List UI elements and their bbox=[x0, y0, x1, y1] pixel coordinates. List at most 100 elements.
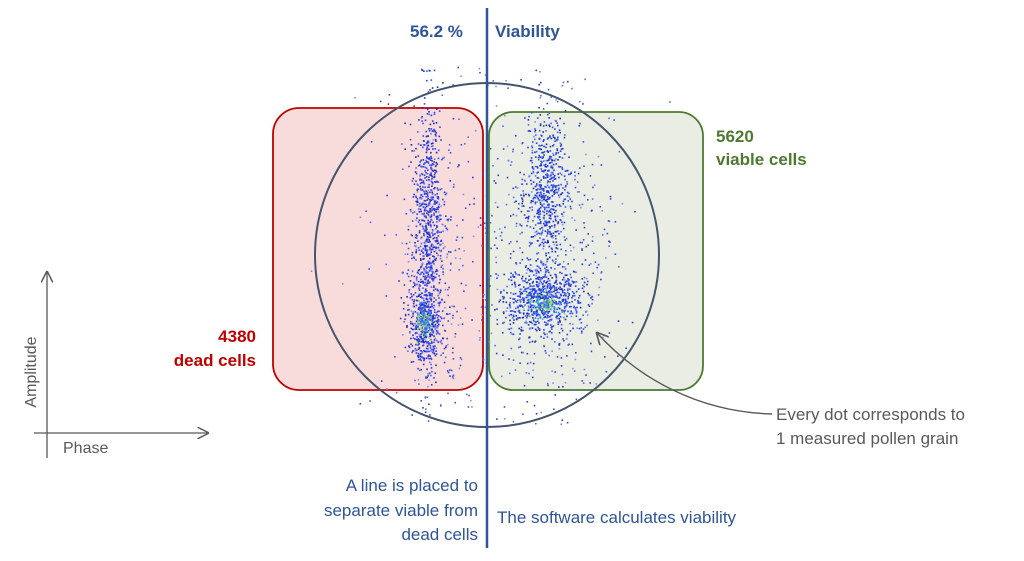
pollen-dot bbox=[548, 192, 550, 194]
dead-cells-gate[interactable] bbox=[272, 107, 484, 391]
pollen-dot bbox=[431, 277, 433, 280]
pollen-dot bbox=[562, 300, 564, 302]
pollen-dot bbox=[426, 396, 429, 399]
pollen-dot bbox=[503, 406, 506, 408]
pollen-dot bbox=[557, 222, 559, 225]
pollen-dot bbox=[512, 187, 515, 190]
pollen-dot bbox=[452, 347, 454, 349]
pollen-dot bbox=[523, 301, 525, 303]
pollen-dot bbox=[420, 278, 422, 281]
pollen-dot bbox=[545, 254, 547, 257]
pollen-dot bbox=[539, 156, 541, 158]
pollen-dot bbox=[548, 206, 550, 208]
pollen-dot bbox=[560, 323, 563, 326]
pollen-dot bbox=[424, 314, 427, 316]
pollen-dot bbox=[424, 397, 427, 399]
pollen-dot bbox=[553, 286, 556, 288]
pollen-dot bbox=[454, 333, 457, 335]
pollen-dot bbox=[428, 176, 430, 179]
pollen-dot bbox=[536, 329, 538, 332]
pollen-dot bbox=[544, 169, 547, 171]
pollen-dot bbox=[529, 361, 532, 364]
pollen-dot bbox=[421, 331, 424, 334]
pollen-dot bbox=[575, 229, 577, 231]
pollen-dot bbox=[480, 244, 483, 247]
pollen-dot bbox=[459, 317, 462, 319]
line-note-line1: A line is placed to bbox=[345, 476, 478, 495]
pollen-dot bbox=[530, 308, 533, 311]
pollen-dot bbox=[533, 352, 536, 355]
pollen-dot bbox=[546, 270, 548, 273]
pollen-dot bbox=[427, 260, 429, 262]
pollen-dot bbox=[546, 300, 548, 302]
pollen-dot bbox=[519, 317, 521, 319]
pollen-dot bbox=[551, 235, 554, 237]
pollen-dot bbox=[414, 292, 417, 294]
pollen-dot bbox=[431, 181, 434, 184]
pollen-dot bbox=[436, 163, 439, 165]
pollen-dot bbox=[433, 181, 436, 183]
pollen-dot bbox=[608, 332, 611, 334]
pollen-dot bbox=[566, 283, 568, 285]
pollen-dot bbox=[425, 179, 428, 181]
pollen-dot bbox=[549, 302, 552, 305]
pollen-dot bbox=[536, 184, 538, 187]
pollen-dot bbox=[563, 340, 565, 342]
pollen-dot bbox=[548, 305, 551, 308]
pollen-dot bbox=[404, 148, 406, 150]
pollen-dot bbox=[556, 356, 559, 358]
pollen-dot bbox=[439, 316, 442, 318]
pollen-dot bbox=[439, 289, 442, 291]
pollen-dot bbox=[634, 210, 636, 213]
pollen-dot bbox=[550, 96, 552, 99]
pollen-dot bbox=[419, 327, 422, 329]
pollen-dot bbox=[631, 321, 634, 324]
pollen-dot bbox=[573, 306, 575, 309]
pollen-dot bbox=[423, 299, 425, 302]
pollen-dot bbox=[532, 280, 534, 283]
pollen-dot bbox=[618, 266, 620, 268]
pollen-dot bbox=[529, 206, 531, 209]
pollen-dot bbox=[538, 208, 541, 210]
pollen-dot bbox=[529, 291, 531, 294]
pollen-dot bbox=[534, 138, 536, 141]
pollen-dot bbox=[515, 135, 517, 137]
pollen-dot bbox=[539, 188, 541, 191]
pollen-dot bbox=[427, 238, 429, 241]
pollen-dot bbox=[550, 233, 553, 235]
pollen-dot bbox=[578, 327, 581, 330]
pollen-dot bbox=[559, 172, 561, 174]
pollen-dot bbox=[551, 213, 553, 215]
pollen-dot bbox=[446, 370, 449, 372]
pollen-dot bbox=[547, 191, 550, 193]
pollen-dot bbox=[527, 309, 530, 312]
viable-cells-gate[interactable] bbox=[488, 111, 704, 391]
pollen-dot bbox=[430, 317, 432, 319]
pollen-dot bbox=[547, 229, 549, 231]
pollen-dot bbox=[534, 130, 536, 133]
pollen-dot bbox=[547, 295, 550, 297]
pollen-dot bbox=[541, 277, 543, 280]
pollen-dot bbox=[503, 273, 505, 276]
pollen-dot bbox=[562, 338, 564, 340]
pollen-dot bbox=[546, 294, 548, 297]
pollen-dot bbox=[544, 302, 547, 305]
pollen-dot bbox=[447, 288, 449, 291]
pollen-dot bbox=[601, 234, 604, 236]
pollen-dot bbox=[587, 292, 589, 295]
pollen-dot bbox=[417, 131, 419, 133]
pollen-dot bbox=[426, 210, 429, 212]
pollen-dot bbox=[586, 283, 588, 286]
pollen-dot bbox=[539, 232, 541, 235]
pollen-dot bbox=[459, 364, 462, 367]
pollen-dot bbox=[542, 151, 544, 154]
pollen-dot bbox=[439, 255, 442, 257]
pollen-dot bbox=[528, 115, 530, 118]
pollen-dot bbox=[574, 389, 576, 391]
pollen-dot bbox=[595, 383, 598, 385]
pollen-dot bbox=[502, 354, 504, 356]
pollen-dot bbox=[426, 254, 428, 256]
pollen-dot bbox=[442, 82, 444, 84]
